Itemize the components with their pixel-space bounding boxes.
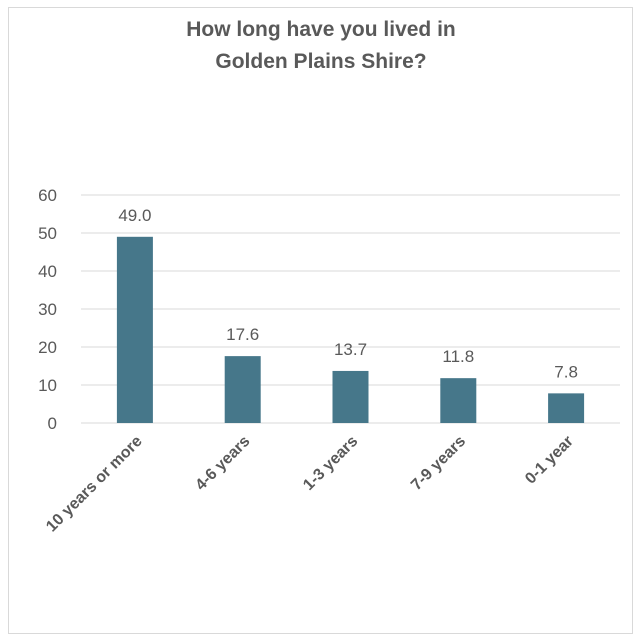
y-tick-label-20: 20 (38, 338, 57, 357)
x-tick-label-4: 7-9 years (408, 433, 469, 494)
x-tick-label-5: 0-1 year (522, 433, 577, 488)
y-tick-label-40: 40 (38, 262, 57, 281)
data-label-5: 7.8 (554, 362, 578, 381)
x-tick-label-3: 1-3 years (300, 433, 361, 494)
chart-frame (8, 7, 633, 634)
y-tick-label-50: 50 (38, 224, 57, 243)
data-label-3: 13.7 (334, 340, 367, 359)
bar-5 (548, 393, 585, 423)
chart-title-line-1: How long have you lived in (186, 18, 456, 41)
bar-3 (332, 370, 369, 423)
x-tick-label-1: 10 years or more (43, 433, 146, 536)
bar-2 (224, 356, 261, 423)
bar-4 (440, 378, 477, 423)
y-tick-label-60: 60 (38, 186, 57, 205)
chart-title: How long have you lived in Golden Plains… (0, 14, 642, 78)
bar-1 (116, 236, 153, 423)
y-tick-label-30: 30 (38, 300, 57, 319)
data-label-4: 11.8 (442, 347, 474, 366)
data-label-1: 49.0 (118, 206, 151, 225)
y-tick-label-10: 10 (38, 376, 57, 395)
data-label-2: 17.6 (226, 325, 259, 344)
chart-title-line-2: Golden Plains Shire? (215, 50, 427, 73)
y-tick-label-0: 0 (48, 414, 57, 433)
x-tick-label-2: 4-6 years (192, 433, 253, 494)
